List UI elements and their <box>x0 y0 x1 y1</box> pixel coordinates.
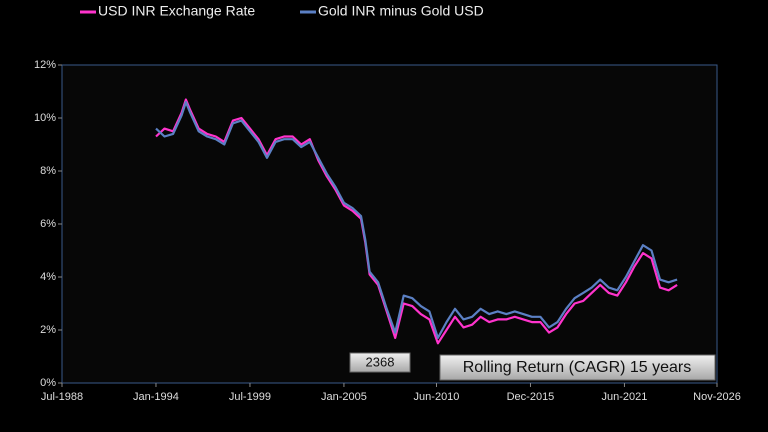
plot-area <box>61 64 718 384</box>
y-tick-label: 0% <box>40 377 56 389</box>
legend-label: USD INR Exchange Rate <box>98 3 255 19</box>
y-tick-label: 8% <box>40 165 56 177</box>
x-tick-label: Nov-2026 <box>693 391 741 403</box>
annotation-box <box>439 354 716 381</box>
y-tick-label: 2% <box>40 324 56 336</box>
y-tick-label: 12% <box>34 59 56 71</box>
y-tick-label: 10% <box>34 112 56 124</box>
annotation: Rolling Return (CAGR) 15 years <box>463 359 692 376</box>
annotation-box <box>349 352 411 373</box>
legend-label: Gold INR minus Gold USD <box>318 3 484 19</box>
series-line <box>155 98 678 345</box>
x-tick-label: Jul-1988 <box>41 391 83 403</box>
x-tick-label: Jan-1994 <box>133 391 179 403</box>
x-tick-label: Jun-2010 <box>414 391 460 403</box>
y-tick-label: 6% <box>40 218 56 230</box>
y-tick-label: 4% <box>40 271 56 283</box>
x-tick-label: Dec-2015 <box>507 391 555 403</box>
annotation: 2368 <box>366 354 395 369</box>
x-tick-label: Jun-2021 <box>602 391 648 403</box>
series-line <box>155 101 678 339</box>
x-tick-label: Jul-1999 <box>229 391 271 403</box>
x-tick-label: Jan-2005 <box>321 391 367 403</box>
